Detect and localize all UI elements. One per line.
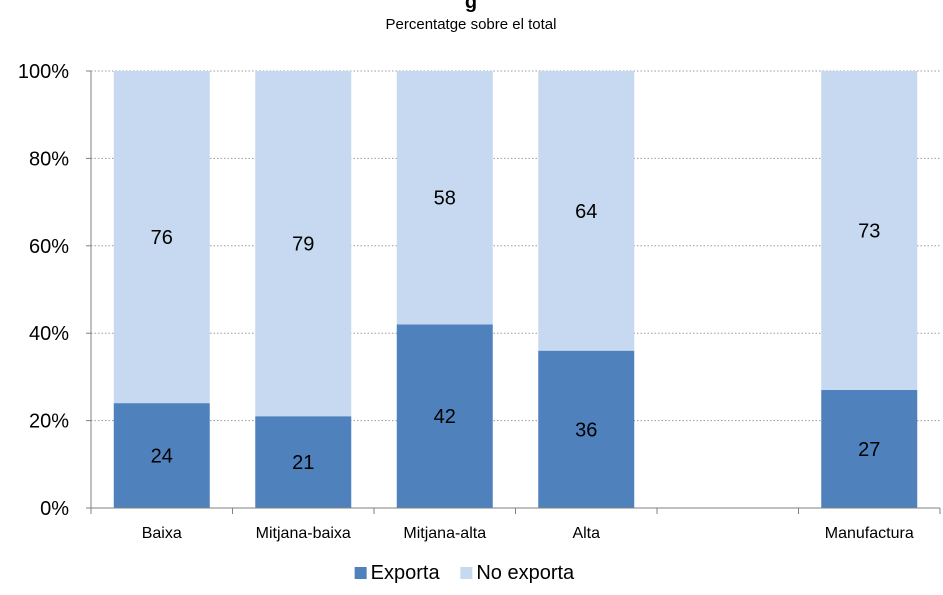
chart-subtitle: Percentatge sobre el total	[386, 16, 557, 33]
data-label: 64	[575, 201, 597, 223]
legend: Exporta No exporta	[354, 562, 575, 584]
grid-layer	[91, 70, 940, 422]
y-tick-label: 40%	[29, 323, 69, 345]
y-tick-label: 100%	[18, 61, 69, 83]
data-label: 21	[292, 452, 314, 474]
legend-label: No exporta	[476, 562, 575, 584]
x-category-label: Mitjana-baixa	[256, 525, 351, 542]
bar-segment	[396, 324, 493, 508]
bar-segment	[821, 71, 918, 391]
x-category-label: Baixa	[142, 525, 182, 542]
bar-segment	[538, 350, 635, 508]
x-category-label: Manufactura	[825, 525, 914, 542]
bar-segment	[396, 71, 493, 325]
chart-title-fragment: g	[465, 0, 477, 13]
bar-segment	[821, 390, 918, 508]
y-tick-label: 0%	[40, 498, 69, 520]
y-tick-label: 20%	[29, 411, 69, 433]
data-label: 42	[434, 406, 456, 428]
legend-swatch	[460, 567, 473, 579]
axis-layer: 0% 20% 40% 60% 80% 100% Baixa Mitjana-baixa Mitj…	[18, 61, 941, 542]
data-label: 27	[858, 439, 880, 461]
bar-segment	[255, 416, 352, 508]
legend-swatch	[354, 567, 367, 579]
data-label: 24	[151, 446, 173, 468]
data-label: 73	[858, 221, 880, 243]
data-label: 76	[151, 227, 173, 249]
x-category-label: Mitjana-alta	[403, 525, 486, 542]
data-label: 58	[434, 188, 456, 210]
data-label: 79	[292, 234, 314, 256]
data-label: 36	[575, 419, 597, 441]
bar-segment	[113, 403, 210, 508]
bar-segment	[255, 71, 352, 417]
y-tick-label: 60%	[29, 236, 69, 258]
x-category-label: Alta	[572, 525, 600, 542]
bars-layer: 24 76 21 79 42 58 36 64 27 73	[113, 71, 918, 508]
legend-label: Exporta	[371, 562, 441, 584]
y-tick-label: 80%	[29, 148, 69, 170]
bar-segment	[113, 71, 210, 404]
bar-segment	[538, 71, 635, 351]
